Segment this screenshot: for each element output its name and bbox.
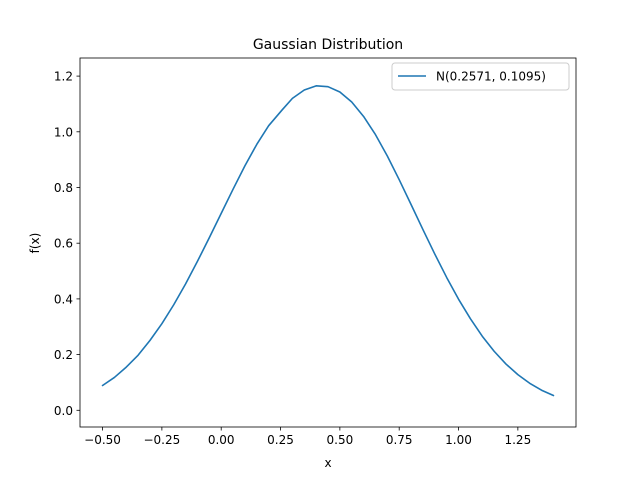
legend-label: N(0.2571, 0.1095) bbox=[436, 70, 546, 84]
series-line bbox=[101, 85, 555, 397]
x-tick-label: 0.25 bbox=[267, 433, 294, 447]
x-tick-label: −0.25 bbox=[143, 433, 180, 447]
y-tick-label: 0.2 bbox=[54, 348, 73, 362]
y-axis-ticks: 0.0 0.2 0.4 0.6 0.8 1.0 1.2 bbox=[54, 70, 80, 418]
legend-box bbox=[391, 62, 570, 91]
x-tick-label: 1.00 bbox=[445, 433, 472, 447]
y-tick-label: 1.0 bbox=[54, 125, 73, 139]
y-tick-label: 1.2 bbox=[54, 70, 73, 84]
series-layer bbox=[101, 85, 555, 397]
x-tick-label: 1.25 bbox=[504, 433, 531, 447]
y-tick-label: 0.0 bbox=[54, 404, 73, 418]
y-tick-label: 0.8 bbox=[54, 181, 73, 195]
x-axis-label: x bbox=[324, 456, 331, 470]
plot-frame bbox=[79, 57, 577, 428]
chart-title: Gaussian Distribution bbox=[253, 37, 403, 53]
x-tick-label: 0.50 bbox=[327, 433, 354, 447]
x-tick-label: −0.50 bbox=[84, 433, 121, 447]
x-tick-label: 0.75 bbox=[386, 433, 413, 447]
y-axis-label: f(x) bbox=[28, 233, 42, 254]
legend: N(0.2571, 0.1095) bbox=[391, 62, 570, 91]
y-tick-label: 0.6 bbox=[54, 237, 73, 251]
x-axis-ticks: −0.50 −0.25 0.00 0.25 0.50 0.75 1.00 1.25 bbox=[84, 427, 531, 447]
plot-area bbox=[79, 57, 577, 428]
y-tick-label: 0.4 bbox=[54, 292, 73, 306]
x-tick-label: 0.00 bbox=[208, 433, 235, 447]
